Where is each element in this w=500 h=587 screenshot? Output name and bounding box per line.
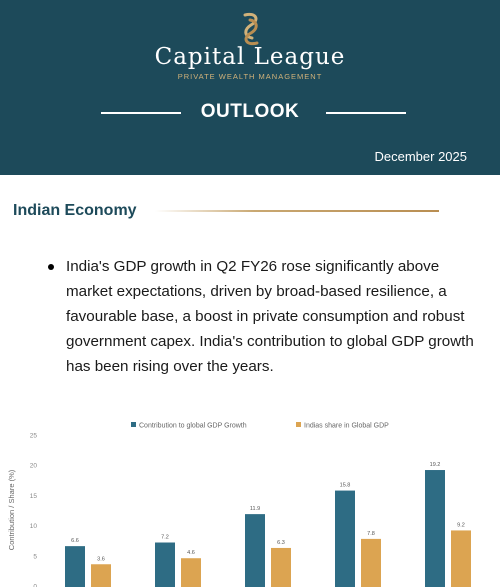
- bullet-icon: [48, 264, 54, 270]
- legend-swatch: [131, 422, 136, 427]
- data-label: 4.6: [187, 550, 195, 556]
- y-tick-label: 10: [30, 523, 38, 530]
- data-label: 15.8: [340, 483, 351, 489]
- data-label: 19.2: [430, 462, 441, 468]
- bar: [65, 546, 85, 587]
- bar: [155, 542, 175, 587]
- section-divider: [155, 210, 439, 212]
- legend-swatch: [296, 422, 301, 427]
- data-label: 9.2: [457, 522, 465, 528]
- bar: [91, 564, 111, 587]
- report-header: Capital League PRIVATE WEALTH MANAGEMENT…: [0, 0, 500, 175]
- legend-label: Contribution to global GDP Growth: [139, 423, 247, 430]
- y-tick-label: 5: [33, 553, 37, 560]
- data-label: 11.9: [250, 506, 260, 512]
- brand-name: Capital League: [154, 44, 346, 70]
- data-label: 6.3: [277, 540, 285, 546]
- bar: [451, 530, 471, 587]
- data-label: 3.6: [97, 556, 105, 562]
- bar: [271, 547, 291, 587]
- gdp-chart: Contribution / Share (%) 0 5 10 15 20 25 Contri…: [7, 422, 471, 587]
- y-tick-label: 20: [30, 463, 38, 470]
- legend-label: Indias share in Global GDP: [304, 423, 389, 430]
- gold-ribbon-logo-icon: [243, 12, 259, 46]
- section-title: Indian Economy: [13, 202, 137, 219]
- data-label: 6.6: [71, 538, 79, 544]
- bar: [181, 558, 201, 587]
- data-label: 7.2: [161, 535, 169, 541]
- brand-tagline: PRIVATE WEALTH MANAGEMENT: [177, 72, 323, 81]
- report-date: December 2025: [374, 149, 468, 164]
- bar: [335, 490, 355, 587]
- title-divider-left: [101, 112, 181, 114]
- bullet-text: India's GDP growth in Q2 FY26 rose signi…: [66, 258, 474, 375]
- y-tick-label: 25: [30, 433, 38, 440]
- bar: [425, 470, 445, 587]
- y-tick-label: 15: [30, 493, 38, 500]
- title-divider-right: [326, 112, 406, 114]
- bar: [361, 538, 381, 587]
- y-axis-label: Contribution / Share (%): [7, 469, 16, 550]
- y-tick-label: 0: [33, 584, 37, 587]
- data-label: 7.8: [367, 531, 375, 537]
- bar: [245, 514, 265, 587]
- report-title: OUTLOOK: [200, 101, 300, 122]
